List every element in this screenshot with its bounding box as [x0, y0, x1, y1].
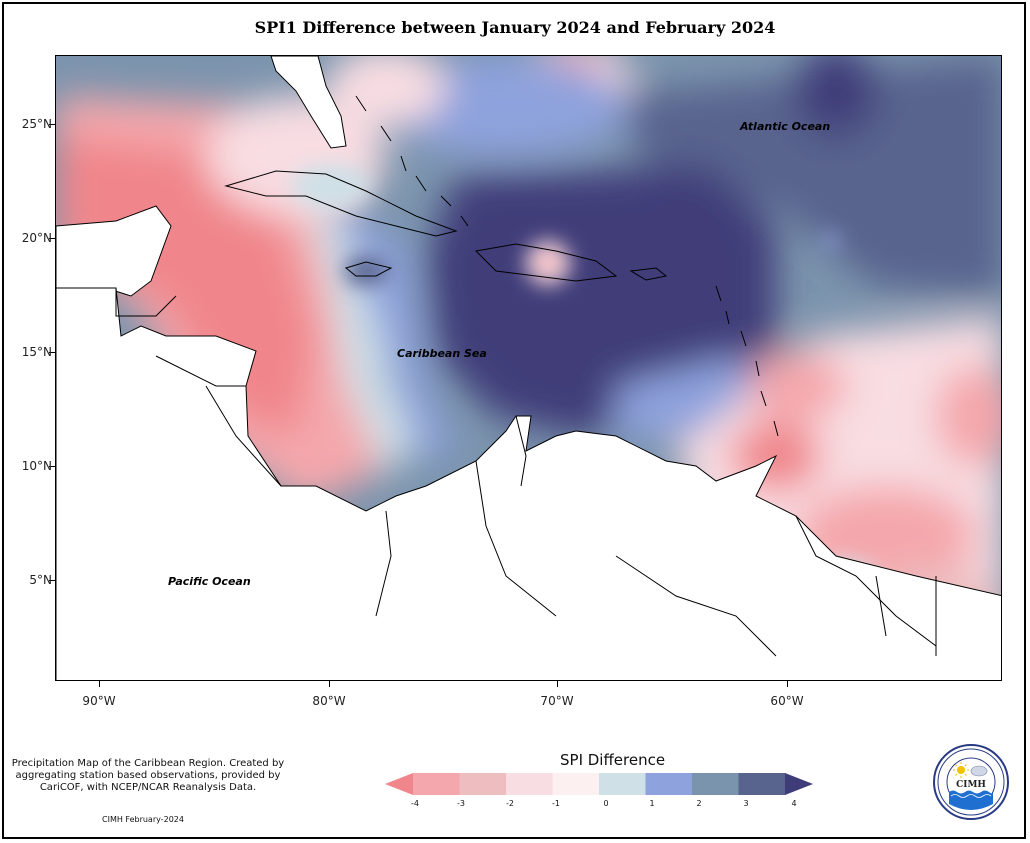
atlantic-ocean-label: Atlantic Ocean [740, 120, 831, 133]
x-label-70w: 70°W [540, 694, 574, 708]
y-label-5n: 5°N [29, 573, 52, 587]
legend-tick: 3 [743, 799, 749, 808]
legend-swatch [552, 773, 600, 795]
legend-arrow-high [785, 773, 813, 795]
legend-swatches [385, 773, 813, 795]
land-mask [56, 56, 1001, 680]
legend-swatch [692, 773, 739, 795]
y-tick [49, 580, 55, 581]
legend-swatch [599, 773, 646, 795]
y-tick [49, 352, 55, 353]
footer-credit: CIMH February-2024 [102, 815, 184, 824]
legend-tick: -4 [411, 799, 419, 808]
y-label-10n: 10°N [21, 459, 52, 473]
x-tick [557, 681, 558, 687]
footer-note: Precipitation Map of the Caribbean Regio… [11, 758, 285, 793]
legend-colorbar [385, 773, 813, 795]
x-tick [329, 681, 330, 687]
legend-swatch [506, 773, 553, 795]
x-tick [99, 681, 100, 687]
y-tick [49, 238, 55, 239]
legend-tick: -2 [506, 799, 514, 808]
pacific-ocean-label: Pacific Ocean [168, 575, 251, 588]
cimh-logo-graphic [937, 748, 1005, 816]
legend-tick: 1 [649, 799, 655, 808]
borders [115, 95, 937, 657]
y-tick [49, 466, 55, 467]
x-label-90w: 90°W [82, 694, 116, 708]
y-label-15n: 15°N [21, 345, 52, 359]
y-tick [49, 124, 55, 125]
legend-arrow-low [385, 773, 413, 795]
y-label-25n: 25°N [21, 117, 52, 131]
legend-tick: 4 [791, 799, 797, 808]
legend-swatch [738, 773, 786, 795]
logo-name: CIMH [956, 780, 986, 790]
cimh-logo: CIMH [933, 744, 1009, 820]
waves-icon [949, 790, 993, 810]
legend-tick: -1 [552, 799, 560, 808]
sun-icon [953, 762, 969, 778]
cloud-icon [970, 765, 988, 777]
y-label-20n: 20°N [21, 231, 52, 245]
legend-swatch [645, 773, 693, 795]
spi-field [56, 56, 1001, 680]
legend-tick: -3 [457, 799, 465, 808]
spi-map-canvas [56, 56, 1001, 680]
caribbean-sea-label: Caribbean Sea [397, 347, 487, 360]
legend-title: SPI Difference [560, 751, 666, 769]
x-label-60w: 60°W [770, 694, 804, 708]
legend-swatch [413, 773, 460, 795]
legend-tick: 2 [696, 799, 702, 808]
map-title: SPI1 Difference between January 2024 and… [254, 18, 776, 37]
x-label-80w: 80°W [312, 694, 346, 708]
spi-map [55, 55, 1002, 681]
legend-tick: 0 [603, 799, 609, 808]
x-tick [787, 681, 788, 687]
legend-swatch [459, 773, 507, 795]
